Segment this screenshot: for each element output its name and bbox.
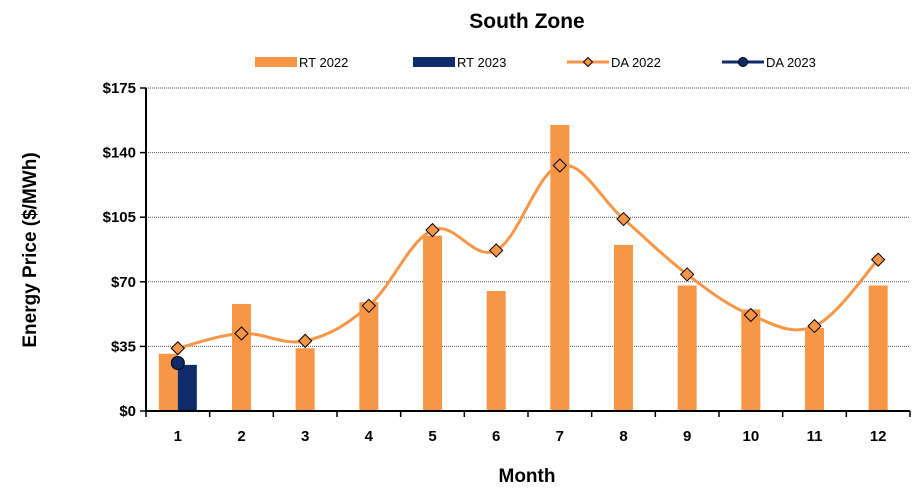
y-tick-label: $70: [111, 274, 136, 291]
bar: [741, 309, 761, 411]
series-line: [177, 163, 880, 350]
x-tick-label: 10: [742, 428, 759, 445]
bar: [295, 348, 315, 411]
x-tick-label: 12: [870, 428, 887, 445]
legend-label: DA 2023: [766, 55, 816, 70]
chart-title: South Zone: [469, 10, 584, 33]
legend-swatch: [255, 57, 297, 67]
bar: [677, 285, 697, 411]
x-axis-label: Month: [499, 466, 556, 487]
legend-label: RT 2022: [299, 55, 348, 70]
bar: [614, 244, 633, 411]
legend-label: RT 2023: [457, 55, 506, 70]
x-tick-label: 1: [174, 428, 182, 445]
data-point-diamond: [234, 326, 249, 341]
legend-marker-circle: [738, 57, 748, 67]
legend-label: DA 2022: [611, 55, 661, 70]
x-tick-label: 8: [619, 428, 627, 445]
data-point-diamond: [297, 333, 313, 349]
legend-swatch: [413, 57, 455, 67]
bar: [550, 124, 570, 412]
x-tick-label: 4: [365, 428, 374, 445]
bar: [177, 364, 197, 411]
bar: [359, 302, 379, 411]
grid-lines: [146, 87, 910, 347]
data-point-circle: [170, 356, 185, 371]
y-tick-label: $105: [103, 209, 136, 226]
bar: [486, 291, 506, 411]
x-tick-label: 11: [807, 428, 823, 445]
y-axis-label: Energy Price ($/MWh): [20, 152, 41, 347]
data-point-diamond: [488, 243, 504, 258]
bar: [805, 327, 824, 411]
y-axis-ticks: $0 $35 $70 $105 $140 $175: [103, 80, 146, 420]
y-tick-label: $175: [103, 80, 136, 97]
legend-marker-diamond: [582, 56, 594, 68]
data-point-diamond: [170, 341, 186, 356]
data-point-diamond: [743, 307, 759, 323]
y-tick-label: $35: [111, 338, 136, 355]
x-axis-ticks: 1 2 3 4 5 6 7 8 9 10 11 12: [145, 411, 911, 445]
data-point-diamond: [361, 298, 377, 314]
data-point-diamond: [425, 222, 440, 238]
data-point-diamond: [870, 252, 886, 267]
x-tick-label: 9: [683, 428, 691, 445]
bar: [868, 285, 888, 411]
data-point-diamond: [679, 267, 695, 282]
legend: RT 2022 RT 2023 DA 2022 DA 2023: [255, 55, 816, 70]
bar: [423, 235, 442, 411]
bars: [158, 124, 888, 412]
y-tick-label: $140: [103, 145, 136, 162]
x-tick-label: 6: [492, 428, 500, 445]
x-tick-label: 5: [428, 428, 436, 445]
axis-line: [145, 88, 910, 412]
y-tick-label: $0: [119, 403, 136, 420]
x-tick-label: 3: [301, 428, 309, 445]
x-tick-label: 7: [556, 428, 564, 445]
data-point-diamond: [616, 211, 631, 227]
bar: [232, 303, 251, 411]
lines: [170, 158, 886, 371]
data-point-diamond: [807, 318, 822, 334]
axes: [145, 88, 910, 412]
x-tick-label: 2: [237, 428, 245, 445]
data-point-diamond: [552, 158, 568, 173]
